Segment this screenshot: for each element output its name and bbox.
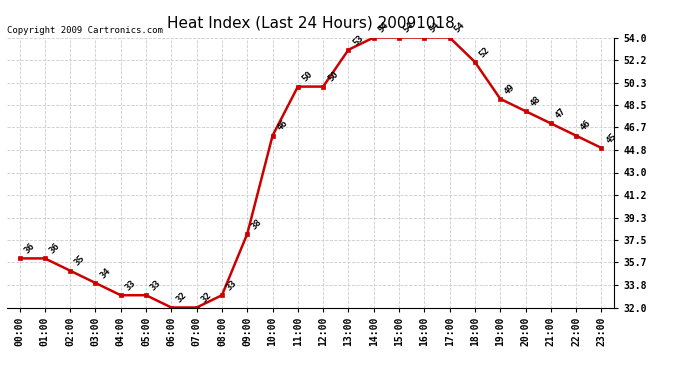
Text: 54: 54 — [402, 21, 416, 35]
Text: 36: 36 — [48, 242, 61, 256]
Text: 46: 46 — [275, 119, 289, 133]
Text: 34: 34 — [98, 266, 112, 280]
Text: 33: 33 — [225, 279, 239, 292]
Text: 33: 33 — [149, 279, 163, 292]
Text: 35: 35 — [73, 254, 87, 268]
Text: 53: 53 — [351, 33, 365, 47]
Text: Copyright 2009 Cartronics.com: Copyright 2009 Cartronics.com — [7, 26, 163, 35]
Text: 32: 32 — [199, 291, 213, 305]
Text: 33: 33 — [124, 279, 137, 292]
Text: 50: 50 — [301, 70, 315, 84]
Text: 38: 38 — [250, 217, 264, 231]
Text: 48: 48 — [529, 94, 542, 108]
Text: 50: 50 — [326, 70, 340, 84]
Text: 47: 47 — [553, 106, 568, 121]
Text: 46: 46 — [579, 119, 593, 133]
Text: 36: 36 — [22, 242, 37, 256]
Text: 54: 54 — [453, 21, 466, 35]
Text: 52: 52 — [477, 45, 492, 59]
Text: 49: 49 — [503, 82, 517, 96]
Text: 54: 54 — [427, 21, 441, 35]
Text: Heat Index (Last 24 Hours) 20091018: Heat Index (Last 24 Hours) 20091018 — [166, 15, 455, 30]
Text: 32: 32 — [174, 291, 188, 305]
Text: 54: 54 — [377, 21, 391, 35]
Text: 45: 45 — [604, 131, 618, 145]
